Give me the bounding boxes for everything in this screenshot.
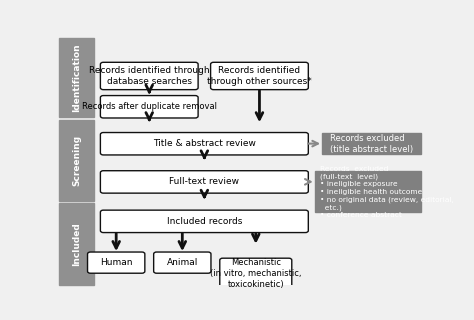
FancyBboxPatch shape: [100, 62, 198, 90]
Text: Records excluded
(title abstract level): Records excluded (title abstract level): [330, 134, 413, 154]
Text: Records identified
through other sources*: Records identified through other sources…: [207, 66, 312, 86]
FancyBboxPatch shape: [220, 258, 292, 289]
FancyBboxPatch shape: [210, 62, 308, 90]
Text: Included: Included: [72, 222, 81, 266]
Text: Title & abstract review: Title & abstract review: [153, 139, 256, 148]
Text: Mechanistic
(in vitro, mechanistic,
toxicokinetic): Mechanistic (in vitro, mechanistic, toxi…: [210, 258, 301, 289]
FancyBboxPatch shape: [322, 133, 421, 154]
FancyBboxPatch shape: [59, 38, 94, 117]
Text: Included records: Included records: [167, 217, 242, 226]
FancyBboxPatch shape: [100, 96, 198, 118]
Text: Screening: Screening: [72, 135, 81, 186]
Text: Identification: Identification: [72, 44, 81, 112]
FancyBboxPatch shape: [154, 252, 211, 273]
FancyBboxPatch shape: [88, 252, 145, 273]
FancyBboxPatch shape: [100, 171, 308, 193]
Text: Records identified through
database searches: Records identified through database sear…: [89, 66, 210, 86]
Text: Records after duplicate removal: Records after duplicate removal: [82, 102, 217, 111]
FancyBboxPatch shape: [100, 132, 308, 155]
Text: Full-text review: Full-text review: [169, 177, 239, 187]
Text: Animal: Animal: [167, 258, 198, 267]
Text: Human: Human: [100, 258, 132, 267]
FancyBboxPatch shape: [59, 204, 94, 285]
FancyBboxPatch shape: [59, 120, 94, 201]
Text: Records  excluded
(full-text  level)
• ineligible exposure
• ineligible health o: Records excluded (full-text level) • ine…: [320, 165, 454, 218]
FancyBboxPatch shape: [100, 210, 308, 233]
FancyBboxPatch shape: [315, 172, 421, 212]
